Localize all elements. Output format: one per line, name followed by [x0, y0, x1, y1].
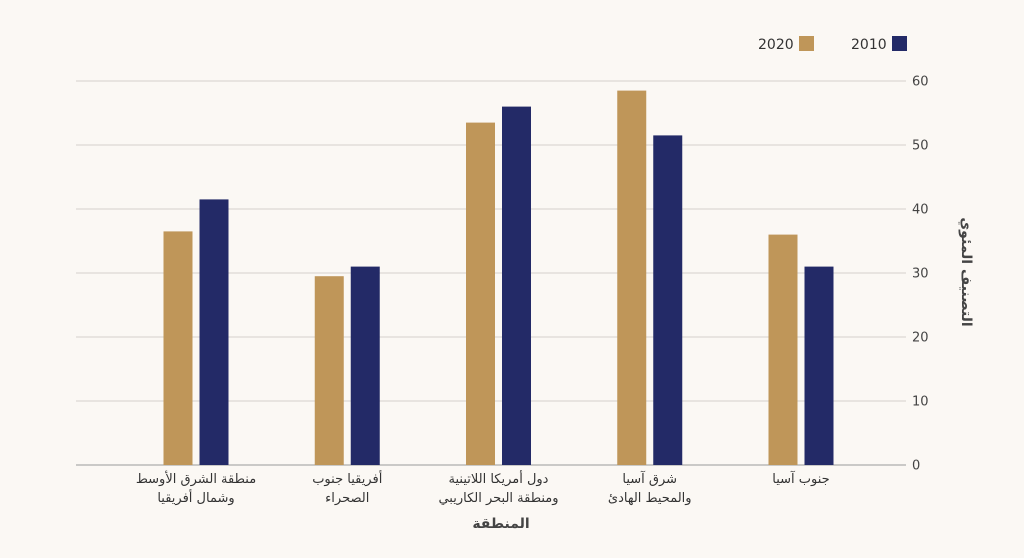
x-axis-categories: جنوب آسيا شرق آسيا والمحيط الهادئ دول أمريك…	[136, 470, 830, 506]
legend-swatch-2020	[799, 36, 814, 51]
x-category-label: منطقة الشرق الأوسط وشمال أفريقيا	[136, 470, 256, 506]
bar-2020-4	[163, 231, 193, 465]
y-tick-label: 60	[912, 75, 929, 90]
bar-2010-0	[804, 266, 834, 465]
bar-2020-0	[768, 234, 798, 465]
x-category-label: دول أمريكا اللاتينية ومنطقة البحر الكاريب…	[438, 470, 558, 506]
bar-2010-4	[199, 199, 229, 465]
bar-2020-2	[466, 122, 495, 465]
bar-2010-1	[653, 135, 683, 465]
bar-2020-1	[617, 90, 647, 465]
y-tick-label: 20	[912, 331, 929, 346]
y-tick-label: 30	[912, 267, 929, 282]
y-tick-label: 0	[912, 459, 920, 474]
legend: 2020 2010	[758, 36, 907, 53]
bars	[163, 90, 834, 465]
y-tick-label: 50	[912, 139, 929, 154]
bar-2010-2	[502, 106, 531, 465]
bar-2020-3	[314, 276, 344, 465]
x-axis-title: المنطقة	[472, 516, 529, 532]
x-category-label: جنوب آسيا	[772, 470, 829, 487]
legend-label-2020: 2020	[758, 37, 794, 53]
bar-2010-3	[350, 266, 380, 465]
y-axis-ticks: 0 10 20 30 40 50 60	[912, 75, 929, 474]
y-tick-label: 40	[912, 203, 929, 218]
y-axis-title: التصنيف المئوي	[957, 217, 974, 326]
legend-swatch-2010	[892, 36, 907, 51]
legend-label-2010: 2010	[851, 37, 887, 53]
x-category-label: شرق آسيا والمحيط الهادئ	[608, 470, 692, 506]
y-tick-label: 10	[912, 395, 929, 410]
x-category-label: أفريقيا جنوب الصحراء	[312, 470, 382, 506]
